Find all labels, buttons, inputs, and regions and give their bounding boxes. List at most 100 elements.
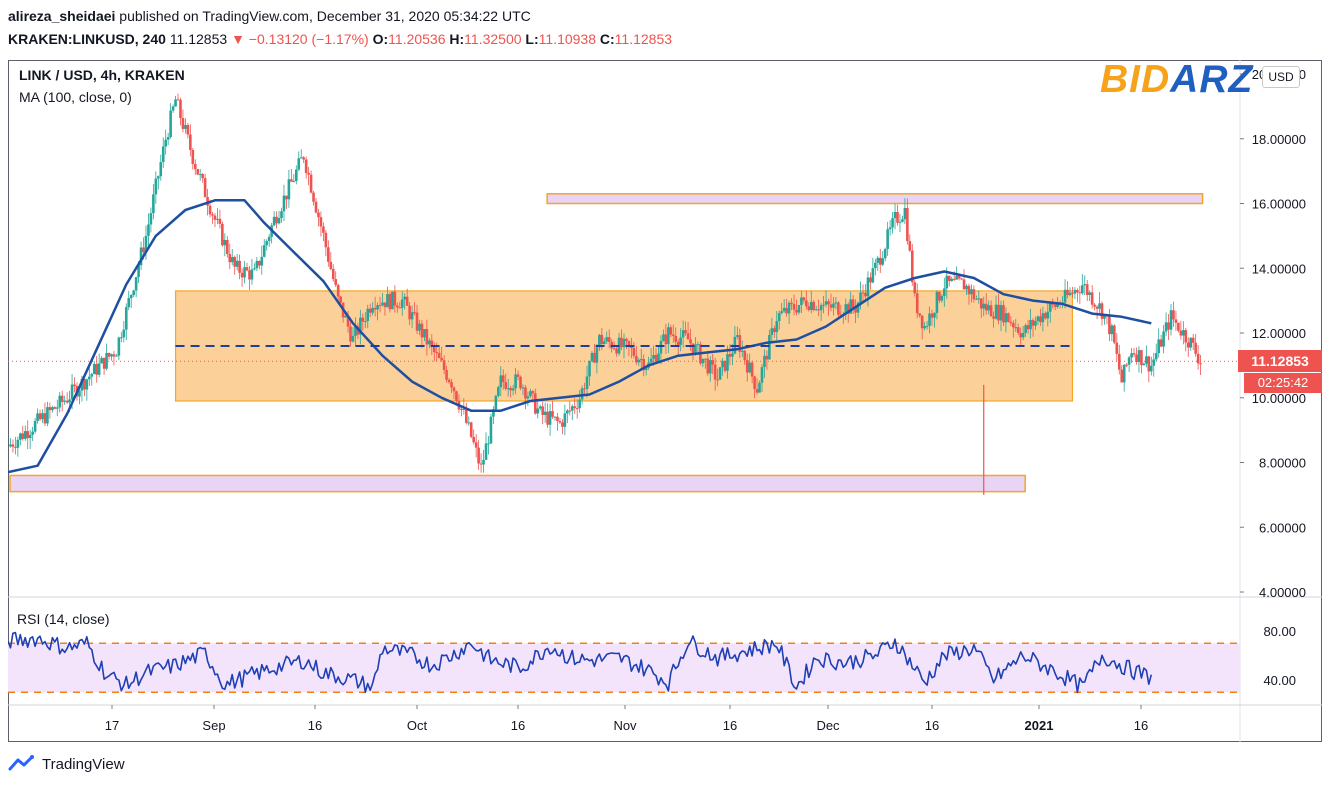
candle: [768, 334, 771, 360]
candle: [80, 378, 84, 391]
candle: [218, 218, 222, 224]
candle: [1179, 330, 1183, 336]
candle: [676, 341, 680, 345]
rsi-tick-label: 80.00: [1263, 624, 1296, 639]
candle: [925, 325, 929, 327]
publisher-name[interactable]: alireza_sheidaei: [8, 8, 116, 24]
candle: [716, 379, 719, 381]
candle: [1095, 306, 1099, 309]
candle: [649, 358, 653, 363]
main-series-label[interactable]: LINK / USD, 4h, KRAKEN: [19, 67, 185, 83]
tradingview-footer[interactable]: TradingView: [8, 755, 125, 775]
candle: [474, 442, 478, 448]
candle: [977, 298, 981, 300]
candle: [240, 272, 244, 278]
candle: [107, 353, 111, 357]
candle: [290, 179, 293, 182]
candle: [829, 304, 833, 308]
candle: [795, 309, 798, 313]
candle: [906, 208, 909, 242]
price-tick-label: 4.00000: [1259, 585, 1306, 600]
candle: [506, 388, 510, 390]
time-tick-label: Dec: [816, 718, 840, 733]
candle: [521, 387, 525, 389]
candle: [329, 261, 333, 269]
candle: [837, 302, 840, 315]
candle: [630, 346, 633, 349]
candle: [984, 303, 988, 311]
candle: [60, 395, 64, 402]
candle: [935, 291, 939, 313]
candle: [1199, 363, 1202, 365]
candle: [455, 391, 458, 402]
candle: [945, 275, 949, 289]
candle: [437, 352, 441, 359]
candle: [822, 304, 825, 306]
candle: [516, 374, 520, 377]
candle: [568, 410, 572, 412]
candle: [144, 235, 148, 253]
candle: [304, 159, 308, 173]
tradingview-label: TradingView: [42, 755, 125, 773]
publish-line: alireza_sheidaei published on TradingVie…: [8, 8, 531, 24]
candle: [696, 344, 700, 346]
candle: [615, 348, 618, 354]
candle: [667, 327, 670, 345]
candle: [181, 118, 185, 129]
candle: [718, 367, 722, 380]
candle: [38, 413, 42, 420]
candle: [28, 434, 32, 439]
candle: [122, 329, 126, 338]
candle: [1026, 325, 1030, 330]
candle: [1132, 353, 1136, 355]
candle: [861, 292, 865, 294]
price-tick-label: 18.00000: [1252, 132, 1306, 147]
candle: [1012, 323, 1015, 328]
candle: [70, 384, 74, 400]
chart-frame: [8, 60, 1322, 742]
candle: [728, 354, 732, 357]
candle: [339, 296, 342, 303]
candle: [546, 411, 549, 425]
candle: [711, 360, 715, 365]
candle: [866, 277, 870, 297]
symbol-label: KRAKEN:LINKUSD, 240: [8, 31, 166, 47]
candle: [415, 312, 419, 331]
candle: [910, 250, 914, 283]
candle: [891, 218, 894, 228]
candle: [1149, 365, 1153, 372]
candle: [874, 262, 877, 269]
candle: [908, 241, 912, 251]
candle: [669, 327, 673, 335]
candle: [580, 388, 584, 400]
candle: [918, 313, 921, 316]
time-tick-label: 17: [105, 718, 119, 733]
candle: [846, 304, 850, 314]
currency-button[interactable]: USD: [1262, 66, 1300, 88]
candle: [127, 298, 131, 308]
candle: [681, 330, 685, 338]
candle: [132, 290, 135, 296]
candle: [253, 268, 256, 270]
candle: [494, 395, 498, 410]
price-tick-label: 6.00000: [1259, 520, 1306, 535]
candle: [639, 359, 643, 361]
rsi-indicator-label[interactable]: RSI (14, close): [17, 611, 110, 627]
candle: [704, 358, 707, 360]
candle: [834, 302, 838, 304]
candle: [740, 350, 744, 352]
candle: [883, 248, 887, 259]
candle: [1048, 303, 1052, 312]
candle: [844, 304, 848, 315]
candle: [1110, 325, 1114, 335]
ma-indicator-label[interactable]: MA (100, close, 0): [19, 89, 132, 105]
candle: [78, 390, 81, 397]
chart-canvas[interactable]: 4.00000 6.00000 8.00000 10.00000 12.00000 14.…: [8, 60, 1322, 742]
candle: [398, 307, 402, 309]
candle: [1041, 313, 1045, 323]
candle: [322, 226, 325, 233]
time-tick-label: 16: [1134, 718, 1148, 733]
candle: [203, 178, 207, 198]
candle: [511, 388, 515, 391]
candle: [250, 269, 254, 280]
